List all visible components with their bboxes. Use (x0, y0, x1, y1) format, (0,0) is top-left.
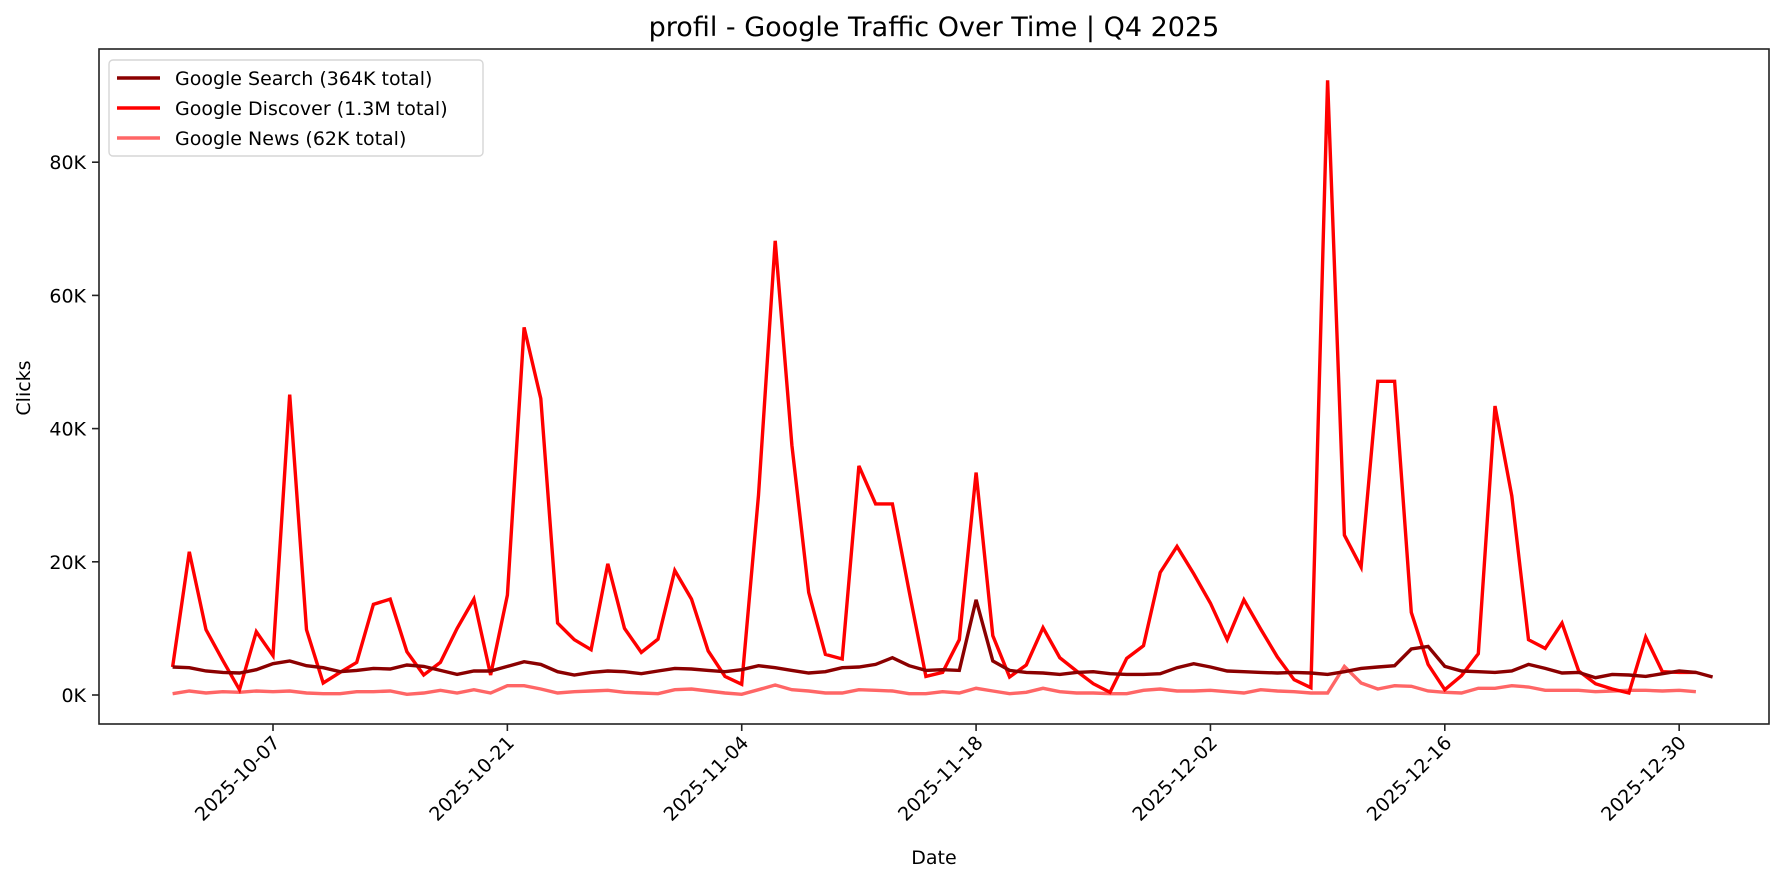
legend-box (108, 59, 484, 157)
x-tick-label: 2025-10-21 (425, 732, 519, 826)
legend-label: Google News (62K total) (175, 128, 406, 150)
series-line (172, 663, 1697, 697)
y-axis-label: Clicks (13, 360, 35, 415)
plot-area (170, 80, 1714, 697)
y-tick-label: 80K (49, 152, 86, 174)
chart-title: profil - Google Traffic Over Time | Q4 2… (649, 12, 1220, 43)
x-tick-label: 2025-12-30 (1597, 732, 1691, 826)
x-tick-label: 2025-10-07 (191, 732, 285, 826)
series-line (172, 599, 1714, 680)
series-line (170, 80, 1696, 696)
legend: Google Search (364K total) Google Discove… (108, 59, 484, 157)
y-tick-label: 40K (49, 419, 86, 441)
y-axis: 0K 20K 40K 60K 80K (49, 152, 99, 707)
x-tick-label: 2025-12-02 (1128, 732, 1222, 826)
y-tick-label: 60K (49, 285, 86, 307)
axes-frame (98, 48, 1770, 725)
x-axis-label: Date (911, 847, 956, 869)
x-axis: 2025-10-07 2025-10-21 2025-11-04 2025-11-18… (191, 724, 1691, 826)
legend-label: Google Discover (1.3M total) (175, 98, 448, 120)
x-tick-label: 2025-11-04 (660, 732, 754, 826)
x-tick-label: 2025-12-16 (1363, 732, 1457, 826)
y-tick-label: 0K (61, 685, 86, 707)
x-tick-label: 2025-11-18 (894, 732, 988, 826)
legend-label: Google Search (364K total) (175, 68, 432, 90)
y-tick-label: 20K (49, 552, 86, 574)
